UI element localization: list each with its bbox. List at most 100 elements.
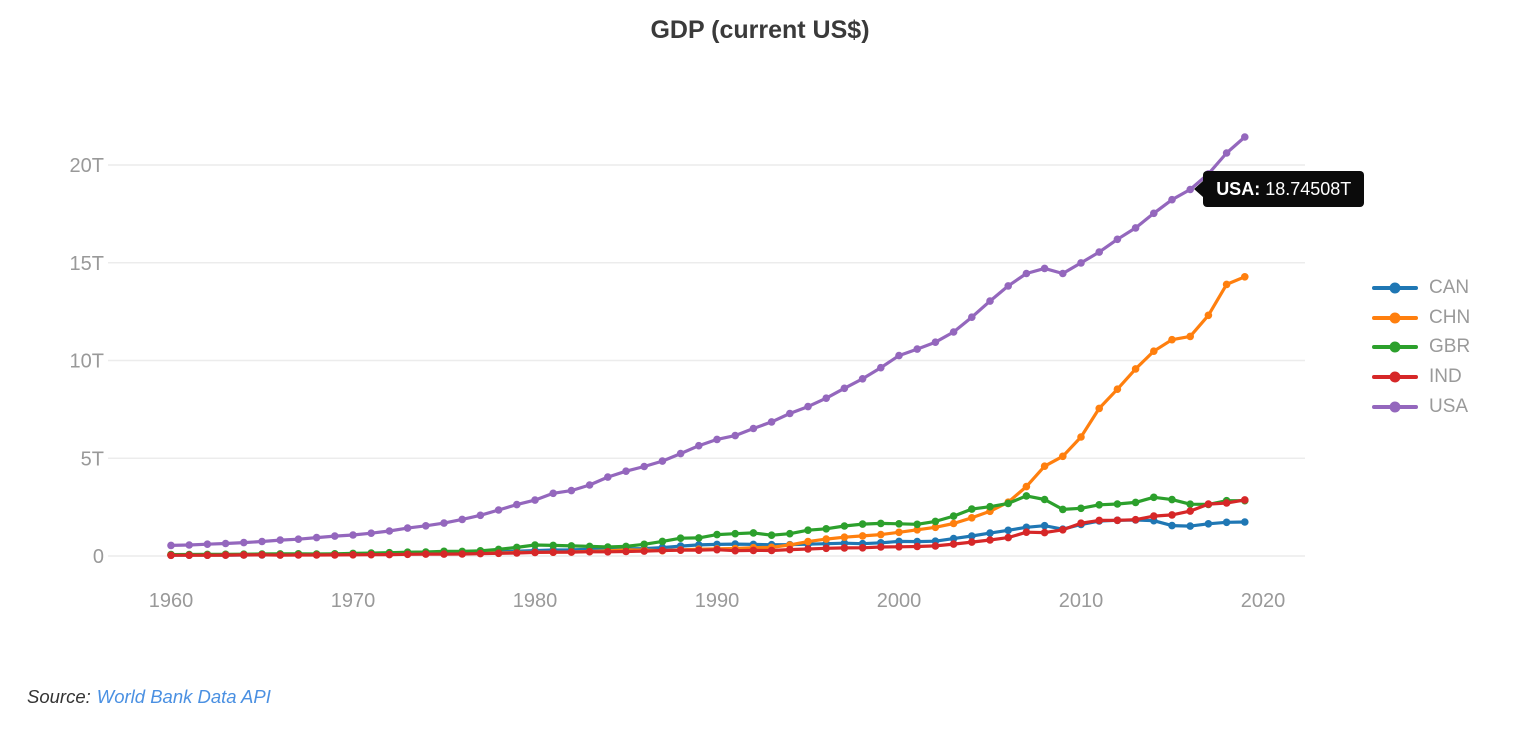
data-point-ind-1962[interactable] bbox=[203, 551, 212, 559]
data-point-usa-1993[interactable] bbox=[767, 418, 776, 426]
data-point-usa-1984[interactable] bbox=[604, 473, 612, 481]
data-point-usa-1982[interactable] bbox=[567, 486, 576, 495]
data-point-usa-1990[interactable] bbox=[713, 435, 721, 444]
data-point-usa-1995[interactable] bbox=[804, 402, 812, 411]
data-point-usa-1969[interactable] bbox=[331, 532, 339, 540]
data-point-ind-1964[interactable] bbox=[240, 551, 248, 559]
data-point-usa-1991[interactable] bbox=[731, 431, 739, 440]
data-point-ind-1972[interactable] bbox=[385, 550, 394, 559]
data-point-chn-2001[interactable] bbox=[913, 526, 921, 534]
data-point-ind-1978[interactable] bbox=[494, 549, 503, 558]
data-point-gbr-1979[interactable] bbox=[513, 543, 521, 552]
data-point-gbr-1997[interactable] bbox=[840, 522, 849, 530]
data-point-ind-1961[interactable] bbox=[185, 551, 193, 559]
data-point-ind-2007[interactable] bbox=[1022, 528, 1031, 536]
data-point-chn-2013[interactable] bbox=[1131, 365, 1140, 373]
data-point-usa-1960[interactable] bbox=[167, 541, 175, 550]
data-point-usa-1992[interactable] bbox=[749, 424, 758, 433]
data-point-ind-1976[interactable] bbox=[458, 550, 467, 558]
data-point-ind-1983[interactable] bbox=[585, 547, 594, 556]
data-point-usa-1983[interactable] bbox=[585, 481, 594, 489]
data-point-usa-1963[interactable] bbox=[221, 539, 230, 548]
data-point-usa-2009[interactable] bbox=[1059, 269, 1067, 278]
data-point-can-2019[interactable] bbox=[1241, 518, 1249, 526]
data-point-usa-2002[interactable] bbox=[931, 338, 940, 347]
data-point-usa-2001[interactable] bbox=[913, 345, 921, 353]
data-point-can-2003[interactable] bbox=[949, 534, 958, 543]
data-point-gbr-2008[interactable] bbox=[1040, 495, 1049, 504]
data-point-ind-2004[interactable] bbox=[968, 538, 976, 546]
data-point-gbr-2015[interactable] bbox=[1168, 495, 1176, 504]
data-point-gbr-2002[interactable] bbox=[931, 517, 940, 526]
data-point-ind-1998[interactable] bbox=[858, 544, 867, 552]
data-point-ind-2017[interactable] bbox=[1204, 500, 1213, 508]
data-point-usa-1967[interactable] bbox=[294, 535, 303, 543]
data-point-ind-1974[interactable] bbox=[422, 550, 430, 558]
data-point-usa-2012[interactable] bbox=[1113, 235, 1122, 244]
data-point-usa-2014[interactable] bbox=[1150, 209, 1158, 218]
data-point-ind-2016[interactable] bbox=[1186, 507, 1194, 515]
data-point-gbr-2016[interactable] bbox=[1186, 500, 1194, 509]
data-point-ind-1977[interactable] bbox=[476, 549, 485, 558]
data-point-ind-1984[interactable] bbox=[604, 548, 612, 556]
data-point-usa-1985[interactable] bbox=[622, 467, 630, 476]
data-point-usa-2016[interactable] bbox=[1186, 185, 1194, 194]
legend-item-chn[interactable]: CHN bbox=[1372, 303, 1470, 333]
data-point-usa-1988[interactable] bbox=[676, 449, 685, 458]
data-point-ind-1966[interactable] bbox=[276, 551, 285, 559]
data-point-gbr-1999[interactable] bbox=[877, 519, 885, 528]
data-point-usa-1976[interactable] bbox=[458, 515, 467, 524]
data-point-ind-1965[interactable] bbox=[258, 551, 266, 559]
data-point-usa-1986[interactable] bbox=[640, 462, 648, 471]
data-point-gbr-1990[interactable] bbox=[713, 530, 721, 539]
data-point-usa-2005[interactable] bbox=[986, 297, 994, 305]
data-point-gbr-1980[interactable] bbox=[531, 541, 539, 549]
data-point-ind-2014[interactable] bbox=[1150, 512, 1158, 520]
data-point-usa-1989[interactable] bbox=[695, 441, 703, 450]
data-point-gbr-2004[interactable] bbox=[968, 505, 976, 513]
data-point-chn-2004[interactable] bbox=[968, 514, 976, 522]
data-point-usa-1974[interactable] bbox=[422, 522, 430, 530]
data-point-usa-2000[interactable] bbox=[895, 351, 903, 360]
data-point-chn-2019[interactable] bbox=[1241, 273, 1249, 281]
legend-item-gbr[interactable]: GBR bbox=[1372, 333, 1470, 363]
data-point-usa-1970[interactable] bbox=[349, 531, 357, 539]
data-point-usa-1962[interactable] bbox=[203, 540, 212, 548]
data-point-ind-1994[interactable] bbox=[786, 545, 794, 554]
data-point-usa-1996[interactable] bbox=[822, 394, 830, 403]
data-point-usa-2006[interactable] bbox=[1004, 282, 1012, 290]
data-point-chn-2017[interactable] bbox=[1204, 311, 1213, 320]
data-point-ind-1988[interactable] bbox=[676, 546, 685, 554]
data-point-usa-1997[interactable] bbox=[840, 384, 849, 393]
data-point-ind-2013[interactable] bbox=[1131, 515, 1140, 524]
legend-item-can[interactable]: CAN bbox=[1372, 273, 1470, 303]
data-point-ind-1996[interactable] bbox=[822, 544, 830, 553]
data-point-usa-2008[interactable] bbox=[1040, 264, 1049, 273]
data-point-gbr-1986[interactable] bbox=[640, 540, 648, 549]
data-point-usa-1973[interactable] bbox=[403, 524, 412, 532]
series-ind[interactable] bbox=[167, 496, 1249, 560]
data-point-gbr-1983[interactable] bbox=[585, 542, 594, 551]
data-point-gbr-2003[interactable] bbox=[949, 512, 958, 520]
data-point-ind-1990[interactable] bbox=[713, 545, 721, 554]
data-point-gbr-2005[interactable] bbox=[986, 502, 994, 511]
data-point-usa-2004[interactable] bbox=[968, 313, 976, 322]
data-point-gbr-2009[interactable] bbox=[1059, 505, 1067, 514]
data-point-gbr-1996[interactable] bbox=[822, 525, 830, 533]
data-point-can-2017[interactable] bbox=[1204, 520, 1213, 528]
data-point-gbr-2006[interactable] bbox=[1004, 499, 1012, 508]
data-point-can-2018[interactable] bbox=[1222, 518, 1231, 527]
data-point-ind-1986[interactable] bbox=[640, 547, 648, 555]
data-point-ind-1985[interactable] bbox=[622, 547, 630, 556]
data-point-can-2008[interactable] bbox=[1040, 521, 1049, 530]
data-point-usa-1961[interactable] bbox=[185, 541, 193, 549]
data-point-usa-1981[interactable] bbox=[549, 489, 557, 498]
data-point-chn-2012[interactable] bbox=[1113, 385, 1122, 394]
data-point-ind-1997[interactable] bbox=[840, 544, 849, 552]
data-point-gbr-1994[interactable] bbox=[786, 529, 794, 538]
data-point-gbr-2014[interactable] bbox=[1150, 493, 1158, 502]
data-point-gbr-2010[interactable] bbox=[1077, 504, 1085, 513]
data-point-gbr-2007[interactable] bbox=[1022, 492, 1031, 500]
data-point-ind-2011[interactable] bbox=[1095, 516, 1103, 525]
data-point-ind-2001[interactable] bbox=[913, 542, 921, 551]
